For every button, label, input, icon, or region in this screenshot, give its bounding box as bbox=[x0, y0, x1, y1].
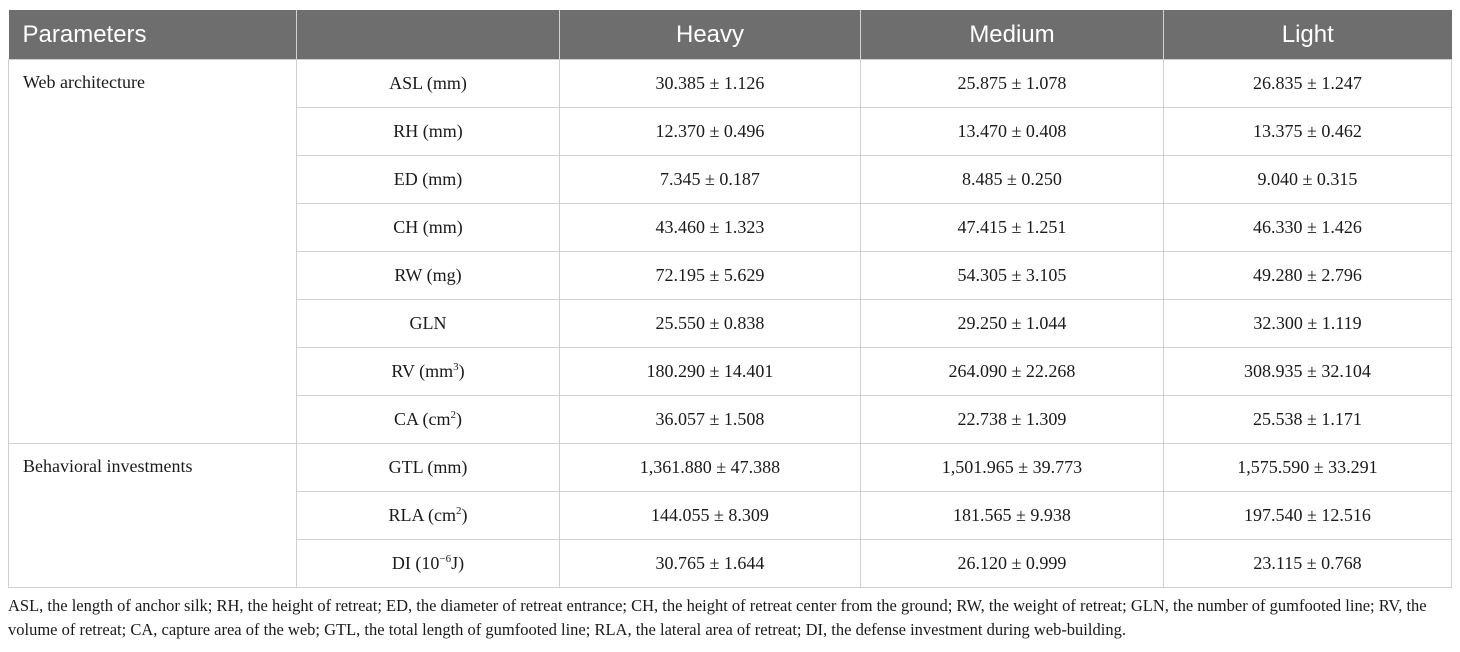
value-cell-medium: 22.738 ± 1.309 bbox=[860, 395, 1164, 444]
parameter-cell: RW (mg) bbox=[296, 251, 560, 300]
parameter-cell: CA (cm2) bbox=[296, 395, 560, 444]
value-cell-heavy: 144.055 ± 8.309 bbox=[559, 491, 861, 540]
value-cell-medium: 54.305 ± 3.105 bbox=[860, 251, 1164, 300]
header-row: Parameters Heavy Medium Light bbox=[8, 10, 1452, 60]
parameter-cell: ASL (mm) bbox=[296, 59, 560, 108]
parameter-label: CA (cm bbox=[394, 409, 451, 429]
parameter-label: ASL (mm) bbox=[389, 73, 467, 93]
value-cell-light: 308.935 ± 32.104 bbox=[1163, 347, 1452, 396]
value-cell-light: 26.835 ± 1.247 bbox=[1163, 59, 1452, 108]
value-cell-light: 9.040 ± 0.315 bbox=[1163, 155, 1452, 204]
parameter-cell: RH (mm) bbox=[296, 107, 560, 156]
parameter-label: RH (mm) bbox=[393, 121, 463, 141]
parameter-cell: GLN bbox=[296, 299, 560, 348]
parameter-cell: DI (10−6J) bbox=[296, 539, 560, 588]
table-row: Behavioral investments GTL (mm) 1,361.880 … bbox=[8, 443, 1452, 588]
table-row: ED (mm) 7.345 ± 0.187 8.485 ± 0.250 9.040 ±… bbox=[9, 155, 1452, 204]
parameter-cell: GTL (mm) bbox=[296, 443, 560, 492]
table-row: GLN 25.550 ± 0.838 29.250 ± 1.044 32.300 ± … bbox=[9, 299, 1452, 348]
value-cell-medium: 26.120 ± 0.999 bbox=[860, 539, 1164, 588]
value-cell-medium: 13.470 ± 0.408 bbox=[860, 107, 1164, 156]
data-table: Parameters Heavy Medium Light Web archit… bbox=[8, 10, 1452, 588]
parameter-cell: RV (mm3) bbox=[296, 347, 560, 396]
parameter-label: ED (mm) bbox=[393, 169, 463, 189]
table-body: Web architecture ASL (mm) 30.385 ± 1.126 25… bbox=[8, 59, 1452, 588]
header-blank bbox=[296, 10, 560, 60]
parameter-unit-suffix: ) bbox=[456, 409, 462, 429]
parameter-unit-exponent: 2 bbox=[450, 409, 457, 421]
parameter-label: GLN bbox=[409, 313, 447, 333]
value-cell-light: 46.330 ± 1.426 bbox=[1163, 203, 1452, 252]
value-cell-light: 197.540 ± 12.516 bbox=[1163, 491, 1452, 540]
table-row: RW (mg) 72.195 ± 5.629 54.305 ± 3.105 49.28… bbox=[9, 251, 1452, 300]
parameter-cell: ED (mm) bbox=[296, 155, 560, 204]
table-row: CA (cm2) 36.057 ± 1.508 22.738 ± 1.309 25.5… bbox=[9, 395, 1452, 444]
value-cell-light: 1,575.590 ± 33.291 bbox=[1163, 443, 1452, 492]
value-cell-heavy: 1,361.880 ± 47.388 bbox=[559, 443, 861, 492]
parameter-unit-exponent: −6 bbox=[439, 553, 452, 565]
value-cell-medium: 29.250 ± 1.044 bbox=[860, 299, 1164, 348]
parameter-label: CH (mm) bbox=[393, 217, 463, 237]
value-cell-light: 23.115 ± 0.768 bbox=[1163, 539, 1452, 588]
value-cell-heavy: 180.290 ± 14.401 bbox=[559, 347, 861, 396]
value-cell-medium: 264.090 ± 22.268 bbox=[860, 347, 1164, 396]
parameter-unit-exponent: 2 bbox=[456, 505, 462, 517]
table-row: RV (mm3) 180.290 ± 14.401 264.090 ± 22.268… bbox=[9, 347, 1452, 396]
parameter-label: RW (mg) bbox=[394, 265, 462, 285]
value-cell-medium: 25.875 ± 1.078 bbox=[860, 59, 1164, 108]
parameter-cell: RLA (cm2) bbox=[296, 491, 560, 540]
value-cell-light: 13.375 ± 0.462 bbox=[1163, 107, 1452, 156]
parameter-label: RLA (cm bbox=[388, 505, 457, 525]
table-row: DI (10−6J) 30.765 ± 1.644 26.120 ± 0.999 23… bbox=[9, 539, 1452, 588]
value-cell-medium: 8.485 ± 0.250 bbox=[860, 155, 1164, 204]
group-label: Web architecture bbox=[8, 59, 297, 444]
table-row: CH (mm) 43.460 ± 1.323 47.415 ± 1.251 46.33… bbox=[9, 203, 1452, 252]
table-row: RH (mm) 12.370 ± 0.496 13.470 ± 0.408 13.37… bbox=[9, 107, 1452, 156]
value-cell-light: 32.300 ± 1.119 bbox=[1163, 299, 1452, 348]
parameter-unit-suffix: ) bbox=[461, 505, 468, 525]
value-cell-heavy: 36.057 ± 1.508 bbox=[559, 395, 861, 444]
value-cell-heavy: 30.765 ± 1.644 bbox=[559, 539, 861, 588]
group-label: Behavioral investments bbox=[8, 443, 297, 588]
value-cell-heavy: 72.195 ± 5.629 bbox=[559, 251, 861, 300]
value-cell-medium: 181.565 ± 9.938 bbox=[860, 491, 1164, 540]
parameter-unit-exponent: 3 bbox=[453, 361, 459, 373]
table-footnote: ASL, the length of anchor silk; RH, the … bbox=[8, 596, 1427, 639]
parameter-label: GTL (mm) bbox=[388, 457, 468, 477]
header-light: Light bbox=[1163, 10, 1452, 60]
value-cell-light: 49.280 ± 2.796 bbox=[1163, 251, 1452, 300]
value-cell-medium: 1,501.965 ± 39.773 bbox=[860, 443, 1164, 492]
value-cell-medium: 47.415 ± 1.251 bbox=[860, 203, 1164, 252]
value-cell-heavy: 43.460 ± 1.323 bbox=[559, 203, 861, 252]
value-cell-heavy: 12.370 ± 0.496 bbox=[559, 107, 861, 156]
parameter-unit-suffix: J) bbox=[451, 553, 465, 573]
header-medium: Medium bbox=[860, 10, 1164, 60]
value-cell-heavy: 30.385 ± 1.126 bbox=[559, 59, 861, 108]
parameter-cell: CH (mm) bbox=[296, 203, 560, 252]
parameter-label: DI (10 bbox=[391, 553, 440, 573]
parameter-label: RV (mm bbox=[391, 361, 454, 381]
table-row: RLA (cm2) 144.055 ± 8.309 181.565 ± 9.938 1… bbox=[9, 491, 1452, 540]
table-row: Web architecture ASL (mm) 30.385 ± 1.126 25… bbox=[8, 59, 1452, 444]
table-container: Parameters Heavy Medium Light Web archit… bbox=[8, 10, 1452, 588]
value-cell-light: 25.538 ± 1.171 bbox=[1163, 395, 1452, 444]
header-parameters: Parameters bbox=[8, 10, 297, 60]
header-heavy: Heavy bbox=[559, 10, 861, 60]
value-cell-heavy: 25.550 ± 0.838 bbox=[559, 299, 861, 348]
value-cell-heavy: 7.345 ± 0.187 bbox=[559, 155, 861, 204]
parameter-unit-suffix: ) bbox=[458, 361, 465, 381]
